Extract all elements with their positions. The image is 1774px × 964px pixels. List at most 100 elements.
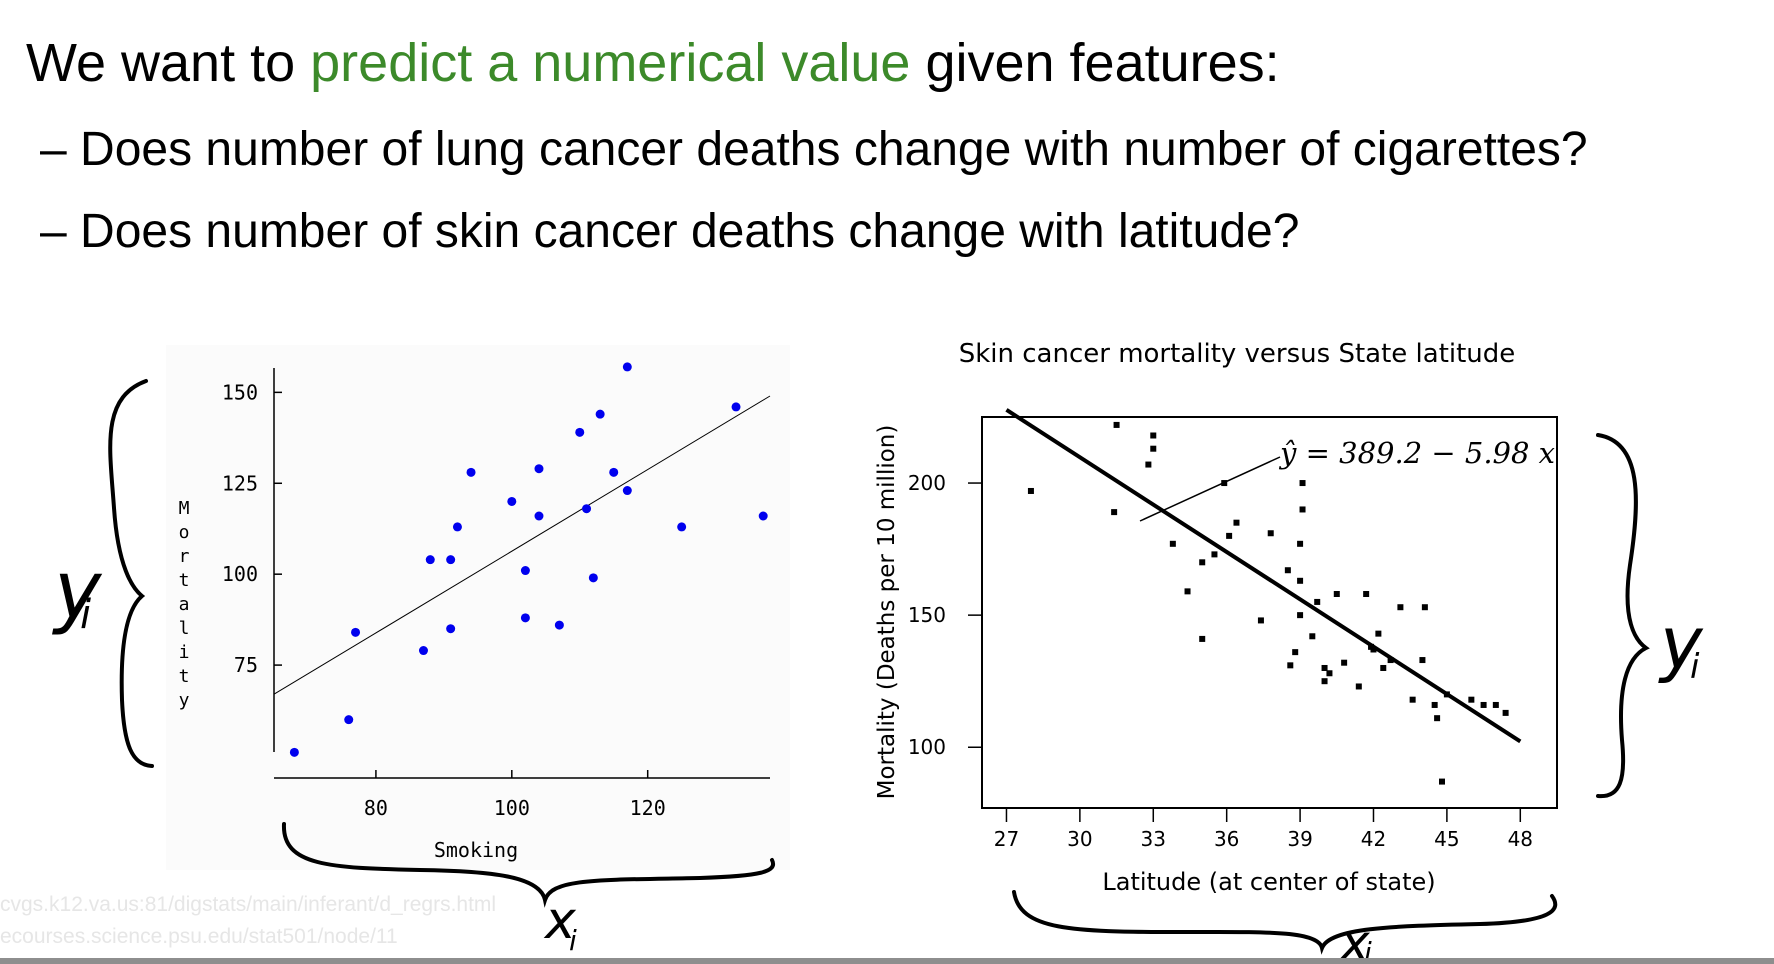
bullet-skin-cancer: – Does number of skin cancer deaths chan… <box>40 205 1300 258</box>
chart-left-ytick-label: 75 <box>234 653 258 677</box>
chart-left-ytick-label: 100 <box>222 562 258 586</box>
right-x-brace <box>1012 890 1558 955</box>
chart-right-point <box>1257 617 1264 624</box>
left-y-label: y <box>52 544 103 637</box>
chart-right-point <box>1299 506 1306 513</box>
chart-right-point <box>1199 635 1206 642</box>
chart-right-point <box>1326 670 1333 677</box>
chart-right-point <box>1502 709 1509 716</box>
chart-left-point <box>289 747 299 757</box>
chart-left-point <box>595 409 605 419</box>
chart-left-xlabel: Smoking <box>434 838 518 862</box>
chart-right-point <box>1421 604 1428 611</box>
chart-right-xlabel: Latitude (at center of state) <box>1102 868 1435 896</box>
chart-left-ytick-label: 150 <box>222 380 258 404</box>
chart-left-xtick-label: 100 <box>494 796 530 820</box>
chart-right-ylabel: Mortality (Deaths per 10 million) <box>874 425 900 800</box>
chart-left-point <box>622 486 632 496</box>
source-link-2[interactable]: ecourses.science.psu.edu/stat501/node/11 <box>0 925 398 948</box>
chart-left-xtick-label: 80 <box>364 796 388 820</box>
chart-left-ytick-label: 125 <box>222 471 258 495</box>
chart-right-point <box>1333 591 1340 598</box>
chart-right-point <box>1221 480 1228 487</box>
chart-left-point <box>731 402 741 412</box>
chart-left-point <box>351 627 361 637</box>
handwritten-labels: y i x i y i x i <box>52 544 1704 964</box>
chart-right-point <box>1355 683 1362 690</box>
chart-left-point <box>554 620 564 630</box>
chart-latitude-mortality: Skin cancer mortality versus State latit… <box>874 339 1558 896</box>
chart-right-ytick-label: 150 <box>908 603 946 627</box>
chart-right-point <box>1431 701 1438 708</box>
chart-left-ylabel-letter: r <box>179 546 190 567</box>
left-x-subscript: i <box>569 924 577 957</box>
chart-left-point <box>582 504 592 514</box>
chart-right-ytick-label: 200 <box>908 471 946 495</box>
chart-left-ylabel-letter: l <box>179 618 190 639</box>
source-link-1[interactable]: cvgs.k12.va.us:81/digstats/main/inferant… <box>0 893 497 916</box>
chart-right-point <box>1375 630 1382 637</box>
chart-right-xtick-label: 48 <box>1508 827 1533 851</box>
chart-right-point <box>1419 657 1426 664</box>
chart-right-point <box>1380 664 1387 671</box>
chart-left-point <box>452 522 462 532</box>
chart-right-title: Skin cancer mortality versus State latit… <box>959 339 1516 369</box>
chart-right-point <box>1321 664 1328 671</box>
chart-left-point <box>344 715 354 725</box>
chart-left-point <box>622 362 632 372</box>
chart-right-xtick-label: 42 <box>1361 827 1386 851</box>
chart-left-ylabel-letter: a <box>179 594 190 615</box>
chart-right-point <box>1297 540 1304 547</box>
heading-pre: We want to <box>26 33 311 93</box>
chart-right-point <box>1111 509 1118 516</box>
chart-left-point <box>575 427 585 437</box>
chart-right-point <box>1370 646 1377 653</box>
chart-right-point <box>1434 715 1441 722</box>
left-x-label: x <box>543 891 577 951</box>
chart-right-point <box>1443 691 1450 698</box>
chart-right-point <box>1292 649 1299 656</box>
chart-right-point <box>1145 461 1152 468</box>
right-y-label: y <box>1658 601 1704 685</box>
chart-left-point <box>520 566 530 576</box>
chart-left-ylabel-letter: o <box>179 522 190 543</box>
chart-right-point <box>1299 480 1306 487</box>
right-x-subscript: i <box>1364 936 1372 964</box>
chart-left-ylabel-letter: t <box>179 570 190 591</box>
right-y-brace <box>1596 433 1650 799</box>
chart-right-point <box>1439 778 1445 785</box>
chart-right-ytick-label: 100 <box>908 735 946 759</box>
chart-left-point <box>520 613 530 623</box>
chart-right-point <box>1226 532 1233 539</box>
chart-right-point <box>1150 445 1157 452</box>
chart-left-point <box>507 496 517 506</box>
chart-right-point <box>1468 696 1475 703</box>
chart-right-point <box>1397 604 1404 611</box>
chart-right-point <box>1233 519 1240 526</box>
chart-right-equation: ŷ = 389.2 − 5.98 x <box>1278 436 1555 470</box>
chart-right-point <box>1199 559 1206 566</box>
right-x-label: x <box>1338 914 1370 964</box>
chart-right-fit-line <box>1005 408 1522 744</box>
chart-right-point <box>1284 567 1291 574</box>
chart-right-point <box>1387 657 1394 664</box>
chart-left-point <box>534 511 544 521</box>
chart-left-ylabel-letter: M <box>179 498 190 519</box>
handwritten-annotations <box>108 379 1650 955</box>
bullet-lung-cancer: – Does number of lung cancer deaths chan… <box>40 123 1588 176</box>
chart-left-background <box>166 345 790 870</box>
chart-left-point <box>466 467 476 477</box>
chart-right-point <box>1363 591 1370 598</box>
chart-left-point <box>677 522 687 532</box>
chart-right-xtick-label: 30 <box>1067 827 1092 851</box>
chart-right-xtick-label: 39 <box>1287 827 1312 851</box>
left-y-brace <box>108 379 154 768</box>
chart-right-xtick-label: 45 <box>1434 827 1459 851</box>
chart-right-point <box>1027 487 1034 494</box>
chart-left-point <box>425 555 435 565</box>
chart-right-point <box>1309 633 1316 640</box>
chart-right-xtick-label: 27 <box>994 827 1019 851</box>
